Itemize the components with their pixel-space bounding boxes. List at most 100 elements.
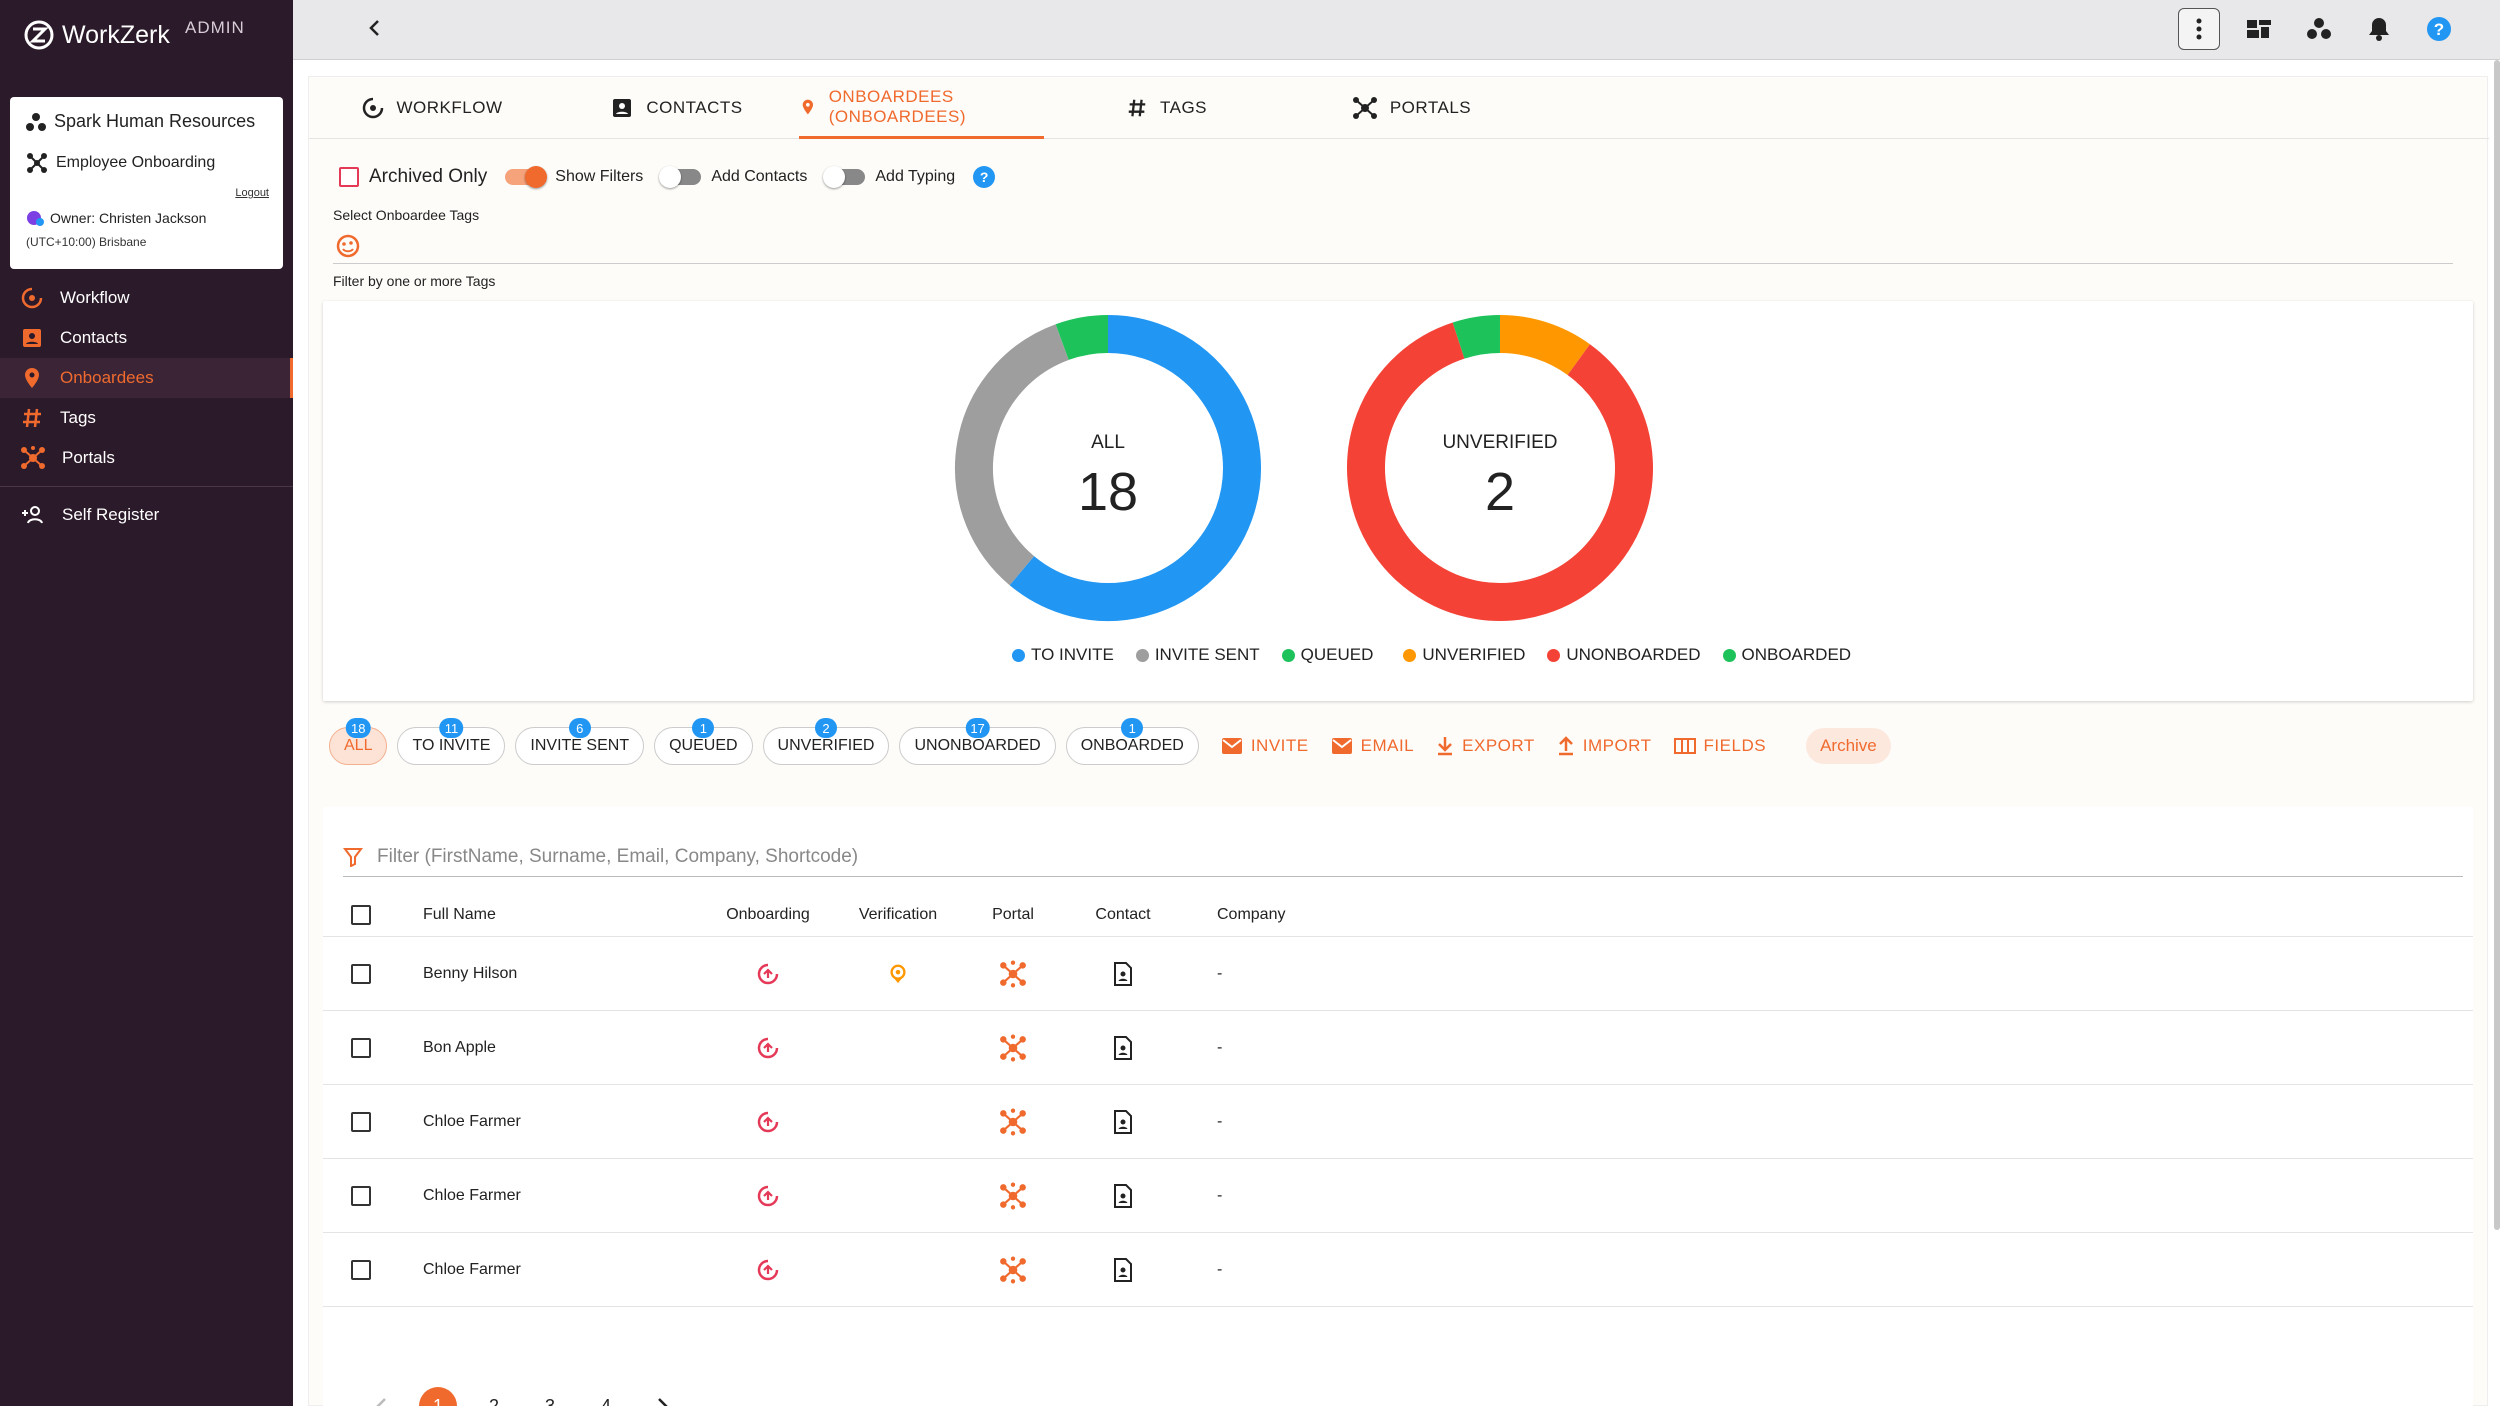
add-contacts-toggle[interactable]: Add Contacts (659, 166, 807, 188)
donut-slice-onboarded[interactable] (1452, 315, 1501, 359)
sidebar-item-workflow[interactable]: Workflow (0, 278, 293, 318)
invite-button[interactable]: INVITE (1221, 736, 1309, 756)
onboarding-status-icon[interactable] (756, 962, 780, 986)
email-button[interactable]: EMAIL (1331, 736, 1415, 756)
sidebar-item-tags[interactable]: Tags (0, 398, 293, 438)
brand[interactable]: WorkZerk (24, 20, 170, 50)
contact-document-icon[interactable] (1112, 1109, 1134, 1135)
portal-icon[interactable] (999, 1182, 1027, 1210)
table-row[interactable]: Chloe Farmer - (323, 1159, 2473, 1233)
portal-icon[interactable] (999, 1034, 1027, 1062)
chip-all[interactable]: 18 ALL (329, 718, 388, 765)
row-checkbox[interactable] (351, 1185, 371, 1206)
onboarding-status-icon[interactable] (756, 1110, 780, 1134)
row-checkbox[interactable] (351, 1037, 371, 1058)
workflow-selector[interactable]: Employee Onboarding (26, 152, 215, 174)
table-filter[interactable]: Filter (FirstName, Surname, Email, Compa… (343, 837, 2463, 877)
page-scrollbar[interactable] (2494, 60, 2500, 1230)
onboarding-status-icon[interactable] (756, 1184, 780, 1208)
legend-item[interactable]: QUEUED (1281, 645, 1373, 665)
tab-contacts[interactable]: CONTACTS (554, 77, 799, 139)
onboarding-status-icon[interactable] (756, 1258, 780, 1282)
table-row[interactable]: Chloe Farmer - (323, 1085, 2473, 1159)
tab-portals[interactable]: PORTALS (1289, 77, 1534, 139)
legend-item[interactable]: UNONBOARDED (1547, 645, 1701, 665)
header-verification[interactable]: Verification (858, 905, 938, 923)
archived-only-toggle[interactable]: Archived Only (339, 166, 487, 188)
filters-help-icon[interactable]: ? (973, 166, 996, 188)
portal-icon[interactable] (999, 960, 1027, 988)
sidebar-item-portals[interactable]: Portals (0, 438, 293, 478)
contact-document-icon[interactable] (1112, 961, 1134, 987)
show-filters-toggle[interactable]: Show Filters (505, 166, 643, 188)
select-all-checkbox[interactable] (351, 904, 371, 925)
verification-pin-icon[interactable] (887, 962, 909, 986)
table-row[interactable]: Benny Hilson - (323, 937, 2473, 1011)
company-selector[interactable]: Spark Human Resources (26, 111, 255, 132)
header-company[interactable]: Company (1217, 905, 1286, 923)
chip-unverified[interactable]: 2 UNVERIFIED (762, 718, 890, 765)
header-portal[interactable]: Portal (992, 905, 1034, 923)
back-button[interactable] (363, 16, 387, 47)
tab-onboardees[interactable]: ONBOARDEES (ONBOARDEES) (799, 77, 1044, 139)
donut-slice-unverified[interactable] (1499, 315, 1590, 376)
donut-slice-invite-sent[interactable] (955, 324, 1070, 586)
chip-invite-sent[interactable]: 6 INVITE SENT (515, 718, 645, 765)
row-checkbox[interactable] (351, 1259, 371, 1280)
legend-item[interactable]: ONBOARDED (1722, 645, 1851, 665)
archive-button[interactable]: Archive (1806, 728, 1891, 764)
archived-only-checkbox[interactable] (339, 167, 359, 187)
more-button[interactable] (2178, 8, 2220, 50)
add-typing-switch[interactable] (823, 166, 866, 188)
logout-link[interactable]: Logout (235, 187, 269, 199)
legend-item[interactable]: TO INVITE (1012, 645, 1114, 665)
chip-unonboarded[interactable]: 17 UNONBOARDED (899, 718, 1056, 765)
fields-button[interactable]: FIELDS (1673, 736, 1767, 756)
chip-onboarded[interactable]: 1 ONBOARDED (1065, 718, 1199, 765)
contact-document-icon[interactable] (1112, 1183, 1134, 1209)
chip-queued[interactable]: 1 QUEUED (654, 718, 753, 765)
page-1-button[interactable]: 1 (419, 1387, 457, 1406)
tab-tags[interactable]: TAGS (1044, 77, 1289, 139)
donut-slice-to-invite[interactable] (1009, 315, 1261, 621)
sidebar-item-onboardees[interactable]: Onboardees (0, 358, 293, 398)
help-button[interactable]: ? (2418, 8, 2460, 50)
table-row[interactable]: Chloe Farmer - (323, 1233, 2473, 1307)
page-3-button[interactable]: 3 (544, 1395, 555, 1406)
import-button[interactable]: IMPORT (1557, 736, 1652, 756)
row-checkbox[interactable] (351, 963, 371, 984)
dashboard-button[interactable] (2238, 8, 2280, 50)
header-contact[interactable]: Contact (1095, 905, 1151, 923)
next-page-button[interactable] (643, 1387, 681, 1406)
tab-workflow[interactable]: WORKFLOW (309, 77, 554, 139)
portal-icon[interactable] (999, 1108, 1027, 1136)
sidebar-item-contacts[interactable]: Contacts (0, 318, 293, 358)
contact-document-icon[interactable] (1112, 1035, 1134, 1061)
onboarding-status-icon[interactable] (756, 1036, 780, 1060)
row-checkbox[interactable] (351, 1111, 371, 1132)
notifications-button[interactable] (2358, 8, 2400, 50)
table-row[interactable]: Bon Apple - (323, 1011, 2473, 1085)
legend-item[interactable]: INVITE SENT (1135, 645, 1260, 665)
status-chips: 18 ALL 11 TO INVITE 6 INVITE SENT 1 QUEUED 2… (329, 718, 1891, 765)
legend-item[interactable]: UNVERIFIED (1403, 645, 1525, 665)
add-contacts-switch[interactable] (659, 166, 702, 188)
portal-icon[interactable] (999, 1256, 1027, 1284)
contacts-icon (23, 329, 41, 347)
donut-slice-queued[interactable] (1055, 315, 1109, 361)
show-filters-switch[interactable] (505, 166, 548, 188)
chip-to-invite[interactable]: 11 TO INVITE (397, 718, 506, 765)
donut-slice-unonboarded[interactable] (1347, 322, 1653, 621)
org-switch-button[interactable] (2298, 8, 2340, 50)
sidebar-item-self-register[interactable]: Self Register (0, 495, 293, 535)
tag-select-icon[interactable] (335, 233, 361, 259)
page-4-button[interactable]: 4 (600, 1395, 611, 1406)
header-onboarding[interactable]: Onboarding (726, 905, 810, 923)
add-typing-toggle[interactable]: Add Typing (823, 166, 955, 188)
workflow-icon (27, 153, 47, 173)
export-button[interactable]: EXPORT (1436, 736, 1535, 756)
contact-document-icon[interactable] (1112, 1257, 1134, 1283)
prev-page-button[interactable] (363, 1387, 401, 1406)
page-2-button[interactable]: 2 (488, 1395, 499, 1406)
header-full-name[interactable]: Full Name (423, 905, 496, 923)
